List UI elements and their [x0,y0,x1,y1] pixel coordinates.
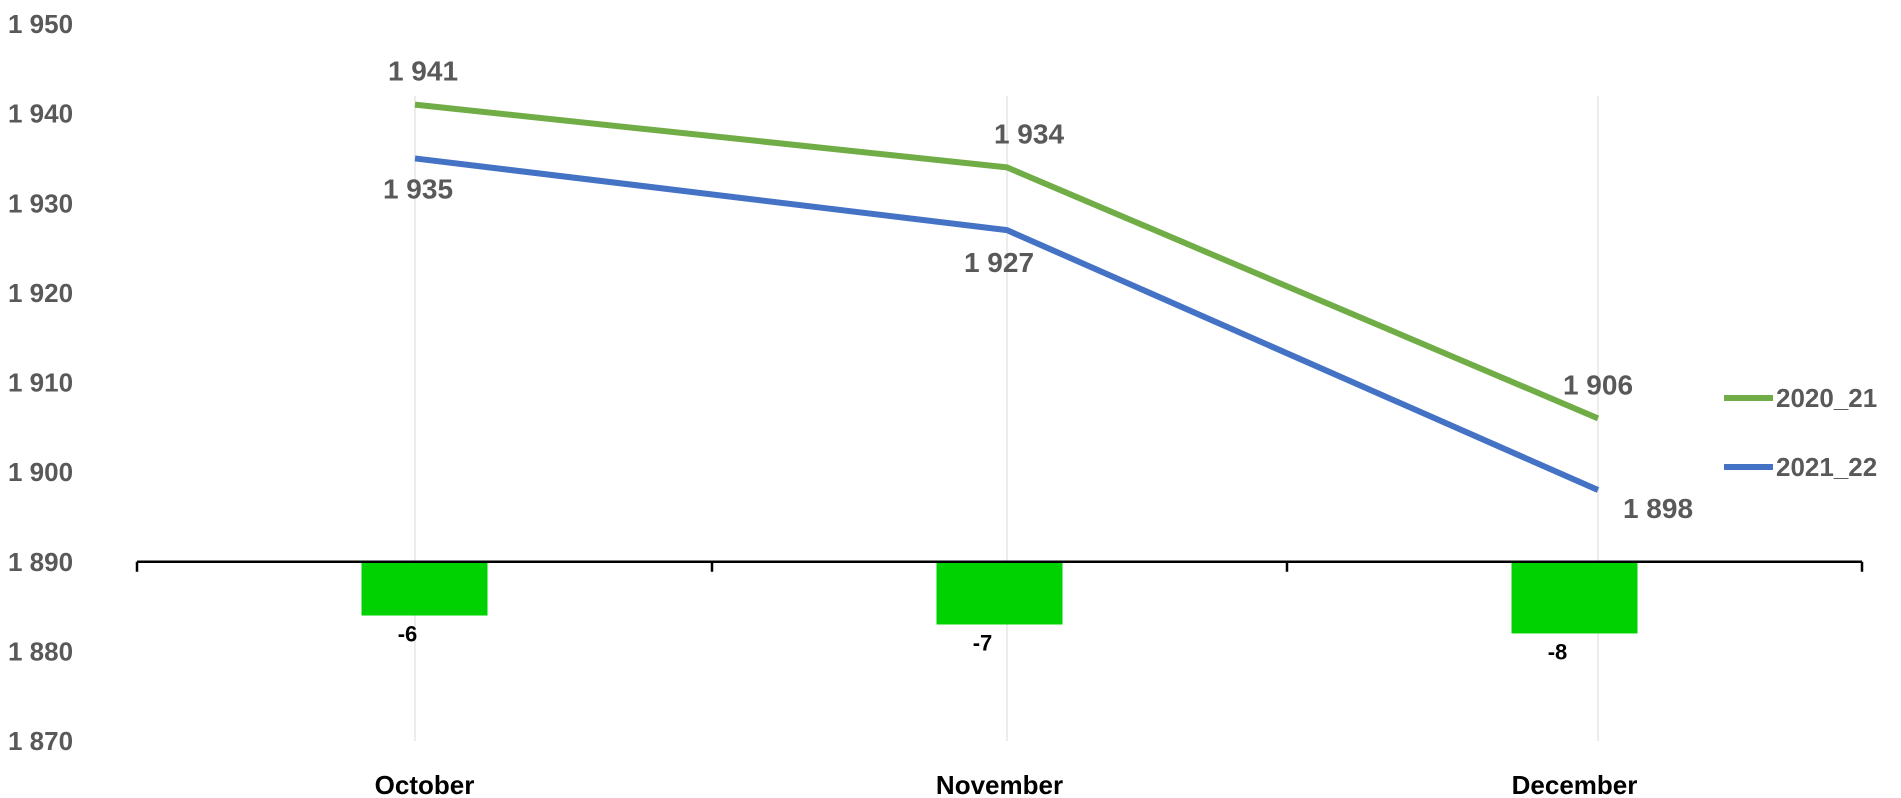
y-tick-label: 1 920 [8,278,73,308]
difference-label-december: -8 [1548,639,1568,664]
y-axis: 1 950 1 940 1 930 1 920 1 910 1 900 1 890 1 880… [8,9,73,756]
y-tick-label: 1 940 [8,99,73,129]
data-label-2021_22-december: 1 898 [1623,493,1693,524]
x-tick-label-november: November [936,770,1063,798]
data-labels: 1 941 1 934 1 906 1 935 1 927 1 898 [383,56,1693,524]
legend-label-2020_21: 2020_21 [1776,383,1877,413]
data-label-2020_21-december: 1 906 [1563,369,1633,400]
gridlines [414,96,1599,741]
data-label-2021_22-october: 1 935 [383,173,453,204]
x-tick-label-december: December [1512,770,1638,798]
data-label-2020_21-october: 1 941 [388,56,458,87]
series-line-2020_21 [414,101,1600,422]
legend: 2020_21 2021_22 [1724,383,1877,482]
y-tick-label: 1 910 [8,368,73,398]
y-tick-label: 1 950 [8,9,73,39]
y-tick-label: 1 880 [8,636,73,666]
y-tick-label: 1 890 [8,547,73,577]
difference-bar-october [361,561,488,616]
series-line-2021_22 [414,155,1600,493]
series-lines [414,101,1600,493]
difference-bar-december [1511,561,1638,634]
difference-label-october: -6 [398,622,418,647]
x-tick-label-october: October [375,770,475,798]
x-axis: October November December [135,560,1864,798]
difference-bars: -6 -7 -8 [361,561,1638,664]
y-tick-label: 1 900 [8,457,73,487]
difference-label-november: -7 [973,630,993,655]
y-tick-label: 1 930 [8,188,73,218]
legend-label-2021_22: 2021_22 [1776,452,1877,482]
data-label-2021_22-november: 1 927 [964,247,1034,278]
y-tick-label: 1 870 [8,726,73,756]
data-label-2020_21-november: 1 934 [994,118,1064,149]
difference-bar-november [936,561,1063,625]
